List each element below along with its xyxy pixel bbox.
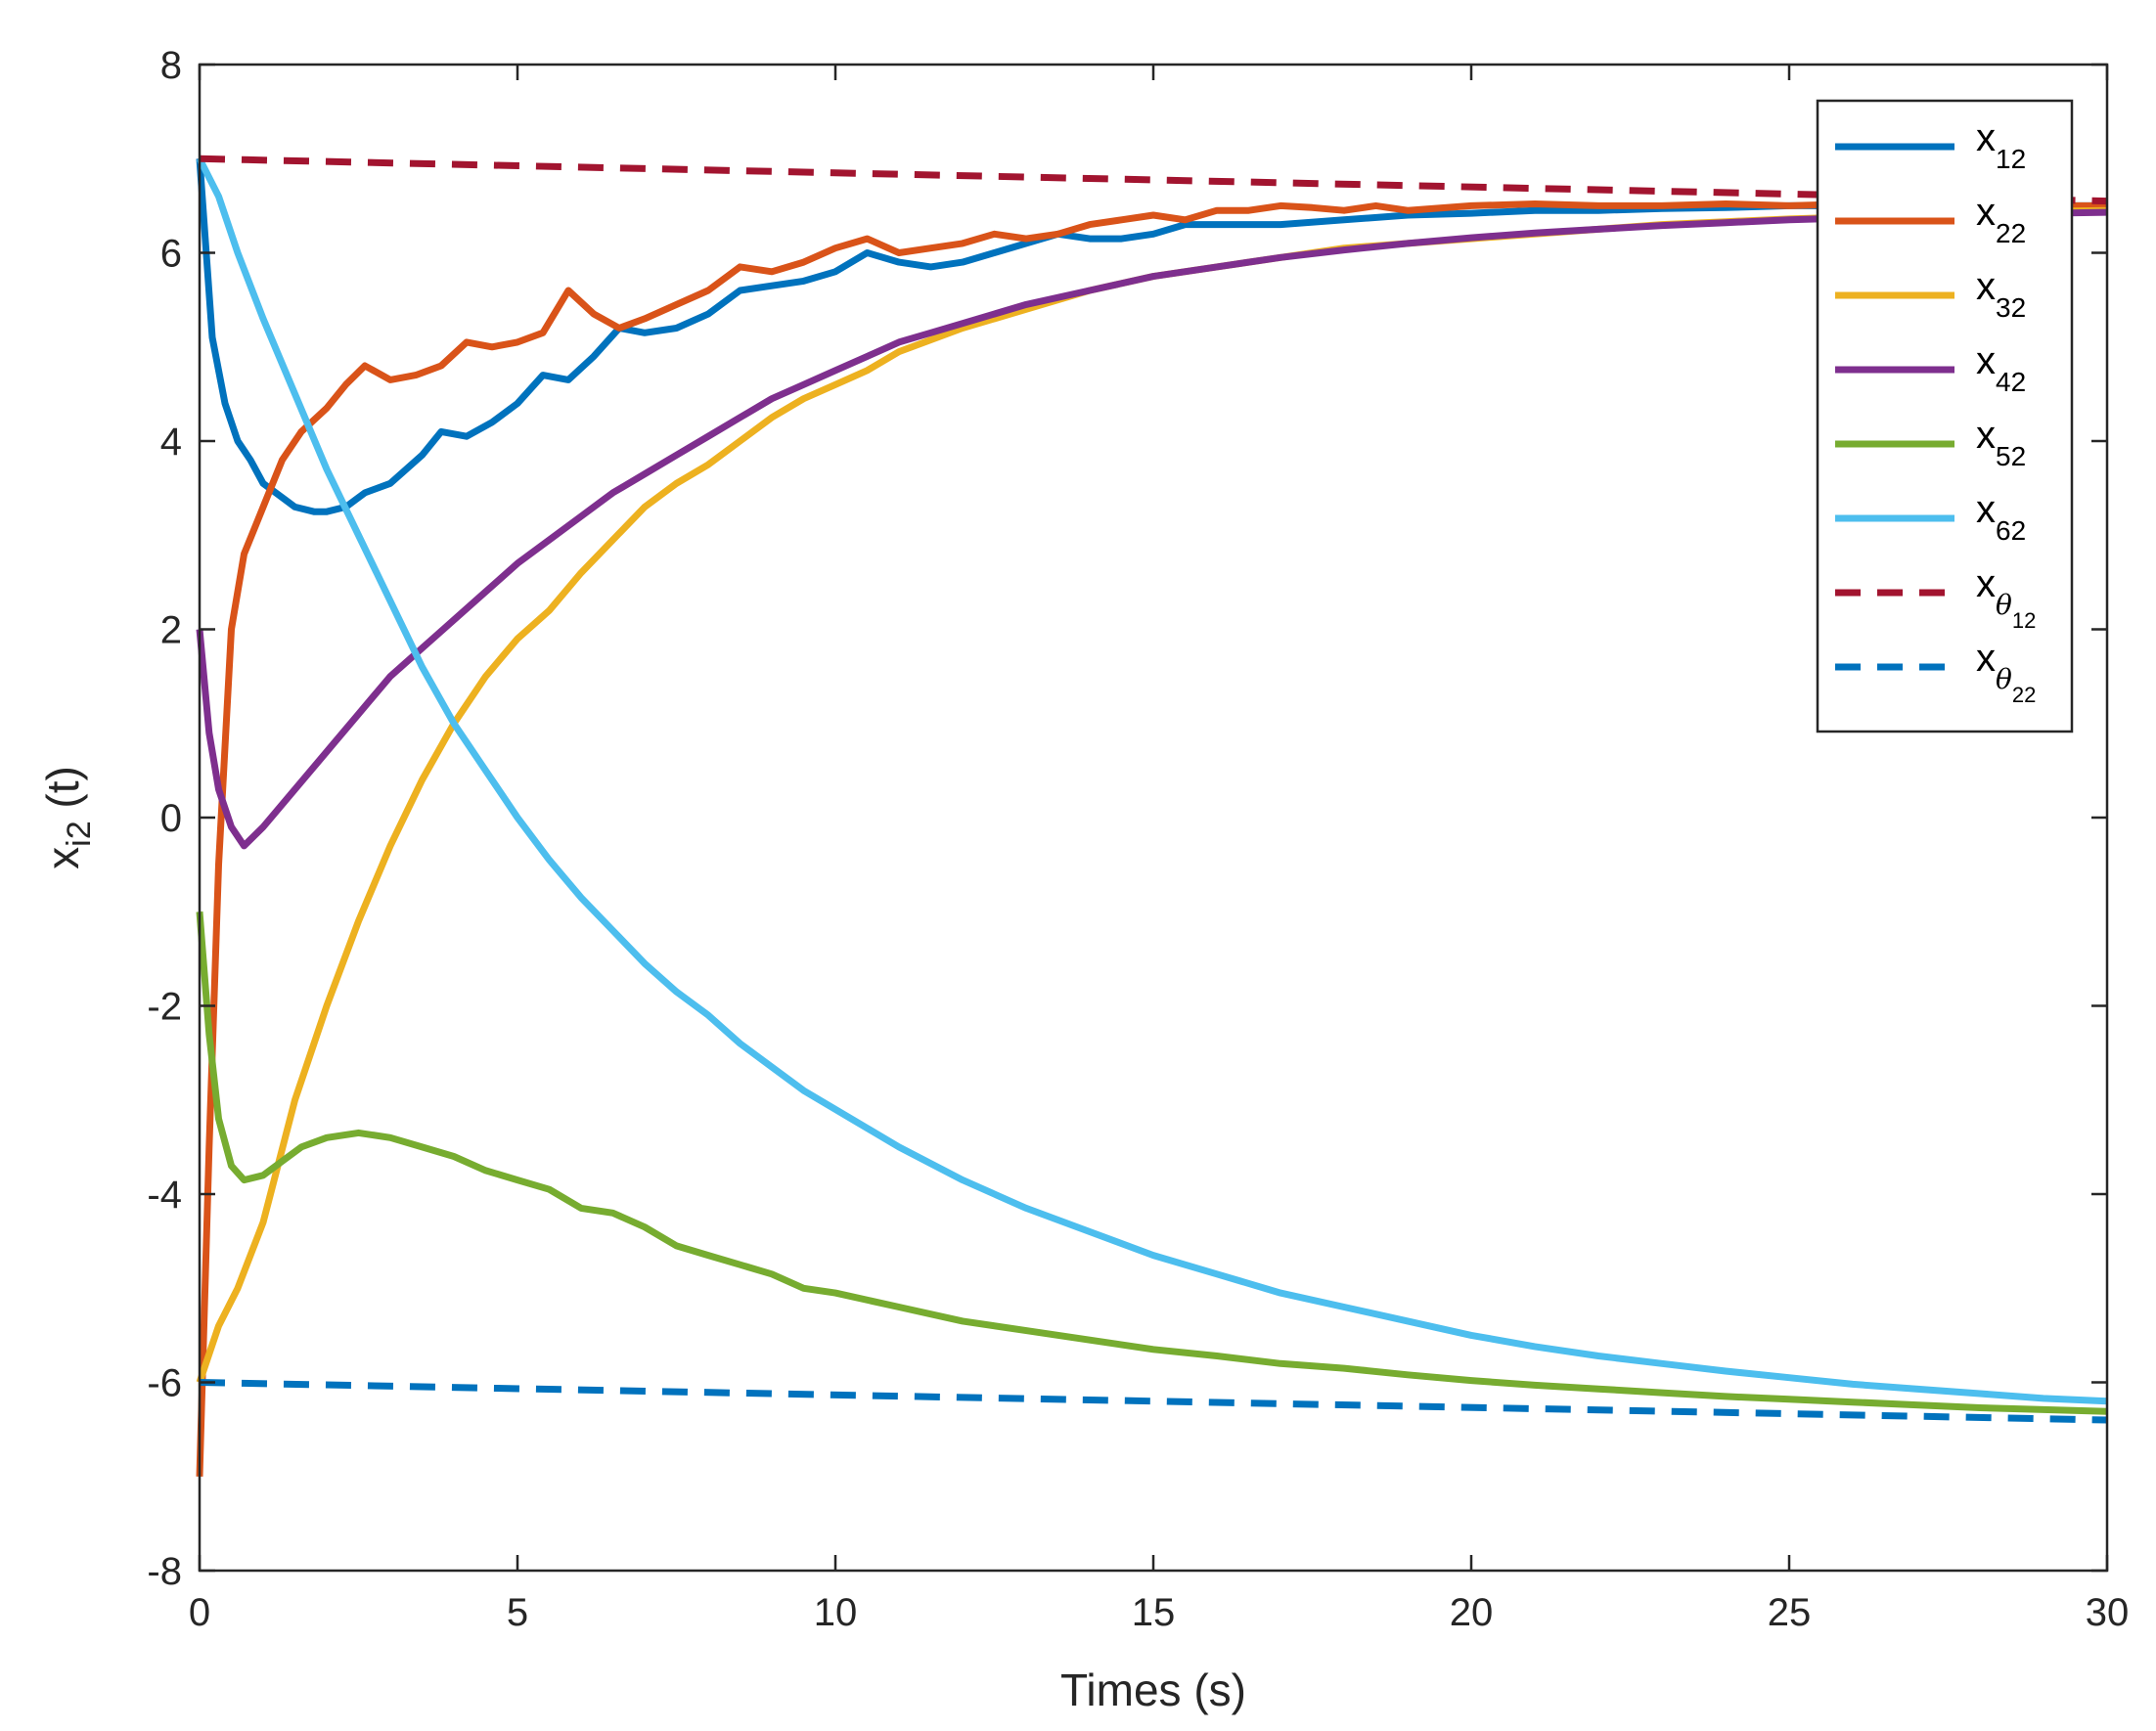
x-tick-label: 25 xyxy=(1768,1591,1812,1634)
legend-label-4: x42 xyxy=(1976,339,2026,397)
y-tick-label: 0 xyxy=(160,797,182,840)
y-tick-label: -2 xyxy=(147,986,182,1029)
legend-label-base: x xyxy=(1976,339,1996,382)
legend-label-base: x xyxy=(1976,191,1996,234)
x-axis-label: Times (s) xyxy=(1060,1664,1246,1715)
legend-label-base: x xyxy=(1976,562,1996,605)
legend-label-base: x xyxy=(1976,414,1996,457)
legend-label-1: x12 xyxy=(1976,116,2026,174)
legend-label-sub: 42 xyxy=(1996,367,2026,397)
legend-label-sub: 12 xyxy=(2012,608,2036,633)
legend-label-5: x52 xyxy=(1976,414,2026,471)
series-line-5 xyxy=(196,911,2108,1415)
y-tick-label: 6 xyxy=(160,233,182,276)
tick-layer: 0 5 10 15 20 25 30 -8 -6 -4 -2 0 2 4 6 8 xyxy=(147,44,2129,1634)
y-tick-label: 4 xyxy=(160,421,182,464)
legend-label-7: xθ12 xyxy=(1976,562,2036,633)
y-axis-label: xi2 (t) xyxy=(37,766,98,869)
legend-label-2: x22 xyxy=(1976,191,2026,248)
x-tick-label: 20 xyxy=(1450,1591,1494,1634)
y-axis-label-sub: i2 xyxy=(61,821,98,846)
series-line-1 xyxy=(196,158,2107,515)
series-line-2 xyxy=(196,200,2107,1477)
y-tick-label: 2 xyxy=(160,609,182,652)
legend-label-sub: 22 xyxy=(1996,218,2026,248)
series-line-6 xyxy=(196,156,2108,1405)
x-tick-label: 0 xyxy=(189,1591,210,1634)
y-tick-label: -8 xyxy=(147,1550,182,1593)
y-axis-label-base: x xyxy=(37,847,88,869)
legend-label-sub: 12 xyxy=(1996,144,2026,174)
legend-label-greek: θ xyxy=(1996,589,2012,621)
series-line-8 xyxy=(199,1379,2108,1424)
legend-label-sub: 32 xyxy=(1996,292,2026,323)
series-line-4 xyxy=(196,208,2108,850)
legend-label-6: x62 xyxy=(1976,488,2026,546)
series-line-7 xyxy=(199,155,2108,205)
legend-label-sub: 52 xyxy=(1996,441,2026,471)
y-tick-label: -6 xyxy=(147,1362,182,1405)
legend-label-base: x xyxy=(1976,116,1996,159)
series-layer xyxy=(196,155,2108,1477)
legend-label-3: x32 xyxy=(1976,265,2026,323)
legend-label-greek: θ xyxy=(1996,663,2012,695)
legend-label-base: x xyxy=(1976,637,1996,680)
x-tick-label: 5 xyxy=(507,1591,528,1634)
legend-label-sub: 62 xyxy=(1996,515,2026,546)
legend-label-base: x xyxy=(1976,488,1996,531)
legend-label-8: xθ22 xyxy=(1976,637,2036,707)
x-tick-label: 15 xyxy=(1132,1591,1176,1634)
x-tick-label: 10 xyxy=(814,1591,858,1634)
y-tick-label: 8 xyxy=(160,44,182,87)
y-axis-label-suffix: (t) xyxy=(37,766,88,821)
legend-label-base: x xyxy=(1976,265,1996,308)
y-tick-label: -4 xyxy=(147,1174,182,1217)
legend-label-sub: 22 xyxy=(2012,683,2036,707)
legend-box xyxy=(1816,99,2074,733)
x-tick-label: 30 xyxy=(2086,1591,2130,1634)
